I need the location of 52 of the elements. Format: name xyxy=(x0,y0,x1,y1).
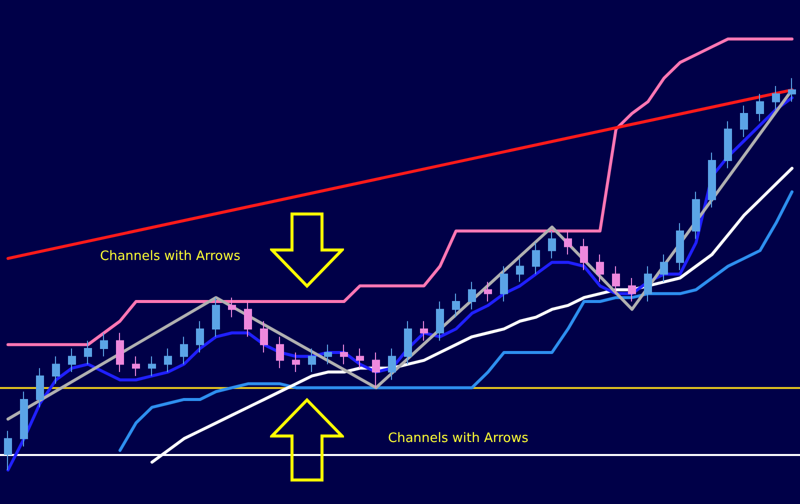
candlestick xyxy=(292,352,300,373)
candlestick xyxy=(52,356,60,384)
candlestick xyxy=(84,340,92,365)
candlestick xyxy=(276,336,284,369)
candlestick xyxy=(548,230,556,259)
candlestick xyxy=(324,344,332,365)
candlestick xyxy=(20,391,28,447)
candlestick xyxy=(420,320,428,342)
candlestick xyxy=(116,332,124,373)
candlestick xyxy=(724,120,732,169)
candlestick xyxy=(532,242,540,275)
candlestick xyxy=(756,93,764,122)
candlestick xyxy=(132,356,140,376)
candlestick xyxy=(356,348,364,369)
candlestick xyxy=(468,281,476,310)
candlestick xyxy=(164,348,172,373)
candlestick xyxy=(340,344,348,365)
candlestick xyxy=(436,301,444,342)
candlestick xyxy=(260,320,268,353)
candlestick xyxy=(612,266,620,294)
candlestick xyxy=(404,320,412,365)
candlestick xyxy=(180,336,188,365)
annotation: Channels with Arrows xyxy=(388,431,529,446)
candlestick xyxy=(452,293,460,318)
annotation: Channels with Arrows xyxy=(100,249,241,264)
candlestick xyxy=(500,266,508,302)
candlestick xyxy=(244,301,252,338)
candlestick xyxy=(580,238,588,271)
candlestick xyxy=(308,348,316,373)
candlestick xyxy=(196,320,204,353)
candlestick xyxy=(596,254,604,282)
candlestick xyxy=(228,297,236,318)
candlestick xyxy=(36,368,44,408)
candlestick xyxy=(4,430,12,470)
candlestick xyxy=(772,86,780,110)
candlestick xyxy=(676,222,684,271)
candlestick xyxy=(484,281,492,302)
candlestick xyxy=(564,230,572,255)
candlestick xyxy=(628,278,636,302)
candlestick xyxy=(516,258,524,282)
candlestick xyxy=(788,78,796,102)
candlestick xyxy=(660,254,668,282)
candlestick xyxy=(68,348,76,373)
candlestick xyxy=(740,105,748,138)
candlestick xyxy=(372,352,380,388)
candlestick xyxy=(148,356,156,376)
candlestick xyxy=(644,266,652,302)
candlestick xyxy=(100,332,108,357)
candlestick xyxy=(692,191,700,240)
candlestick xyxy=(388,348,396,380)
candlestick xyxy=(212,297,220,338)
candlestick xyxy=(708,152,716,208)
